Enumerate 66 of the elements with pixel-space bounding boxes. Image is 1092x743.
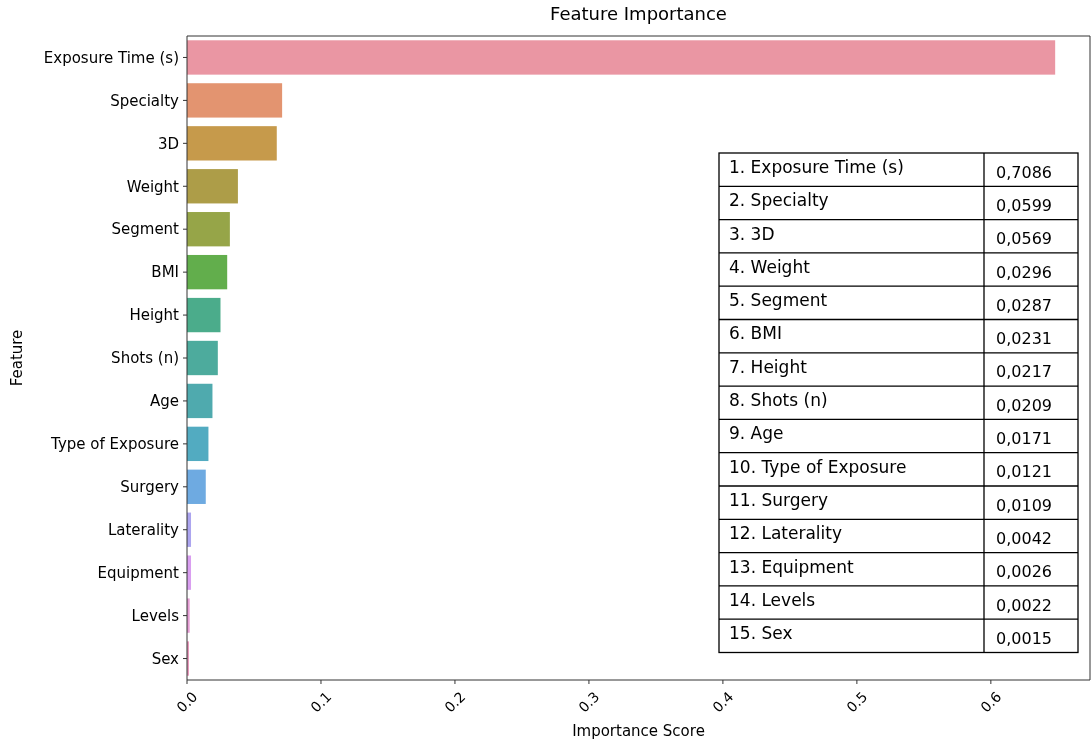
annotation: 10. Type of Exposure — [729, 456, 907, 477]
x-tick-label: 0.6 — [977, 688, 1005, 716]
annotation: 2. Specialty — [729, 190, 829, 211]
y-tick-label: Surgery — [120, 478, 180, 497]
y-tick-label: Shots (n) — [111, 349, 179, 368]
annotation: 6. BMI — [729, 323, 782, 344]
bar — [187, 297, 221, 333]
y-tick-label: Specialty — [110, 91, 180, 110]
annotation: 0,0042 — [996, 528, 1052, 548]
annotation: 11. Surgery — [729, 489, 828, 510]
y-tick-label: Age — [149, 392, 179, 411]
y-tick-label: Segment — [111, 220, 180, 239]
x-tick-label: 0.4 — [709, 688, 737, 716]
bar — [187, 83, 283, 118]
x-tick-label: 0.2 — [441, 688, 469, 716]
y-tick-label: Equipment — [97, 563, 180, 582]
bar — [187, 383, 213, 419]
annotation: 14. Levels — [729, 589, 816, 610]
x-axis-title: Importance Score — [572, 722, 705, 740]
annotation: 0,0026 — [996, 562, 1052, 582]
y-tick-label: Height — [129, 306, 180, 325]
bar — [187, 340, 218, 376]
bar — [187, 126, 277, 161]
bar — [187, 40, 1056, 75]
annotation: 7. Height — [729, 356, 808, 377]
bar — [187, 169, 238, 204]
annotation: 9. Age — [729, 423, 784, 444]
bar — [187, 426, 209, 462]
bar — [187, 254, 228, 290]
y-tick-label: Weight — [126, 177, 180, 196]
annotation: 0,0109 — [996, 495, 1052, 515]
y-tick-label: 3D — [157, 134, 179, 153]
annotation: 0,0569 — [996, 229, 1052, 249]
annotation: 0,0022 — [996, 595, 1052, 615]
annotation: 0,0121 — [996, 462, 1052, 482]
annotation: 12. Laterality — [729, 523, 843, 544]
y-tick-label: BMI — [151, 263, 179, 282]
annotation: 0,0287 — [996, 295, 1052, 315]
x-tick-label: 0.5 — [843, 688, 871, 716]
bar — [187, 469, 206, 504]
annotation: 0,0015 — [996, 628, 1052, 648]
x-tick-label: 0.3 — [575, 688, 603, 716]
annotation: 1. Exposure Time (s) — [729, 156, 904, 177]
y-tick-label: Levels — [131, 606, 180, 625]
y-axis-title: Feature — [8, 329, 26, 387]
y-tick-label: Sex — [151, 649, 180, 668]
x-tick-label: 0.1 — [307, 688, 335, 716]
chart-title: Feature Importance — [550, 3, 727, 24]
annotation: 0,0217 — [996, 362, 1052, 382]
y-tick-label: Exposure Time (s) — [43, 48, 179, 67]
annotation: 5. Segment — [729, 290, 828, 311]
x-tick-label: 0.0 — [173, 688, 201, 716]
annotation: 0,0296 — [996, 262, 1052, 282]
annotation: 0,0231 — [996, 329, 1052, 349]
annotation: 4. Weight — [729, 256, 811, 277]
y-tick-label: Laterality — [107, 520, 180, 539]
annotation: 0,0171 — [996, 429, 1052, 448]
annotation: 13. Equipment — [729, 556, 855, 577]
annotation: 0,0599 — [996, 195, 1052, 215]
annotation: 15. Sex — [729, 623, 793, 644]
annotation: 3. 3D — [729, 223, 775, 244]
annotation: 0,7086 — [996, 162, 1052, 182]
annotation: 8. Shots (n) — [729, 390, 828, 411]
annotation: 0,0209 — [996, 395, 1052, 415]
y-tick-label: Type of Exposure — [50, 435, 179, 454]
bar — [187, 212, 230, 247]
